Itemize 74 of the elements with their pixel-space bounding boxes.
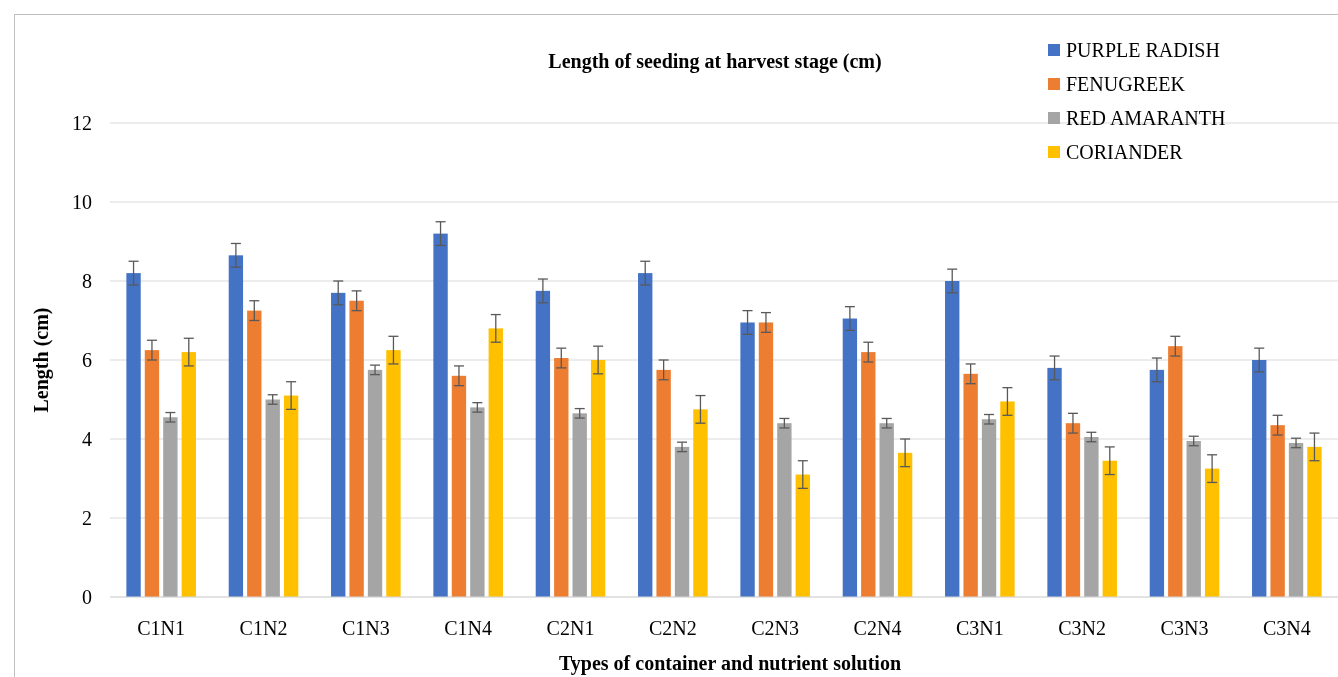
bar <box>656 369 671 597</box>
bar <box>740 322 755 597</box>
bar <box>1047 367 1062 597</box>
bar <box>1102 460 1117 597</box>
bar <box>1065 423 1081 597</box>
bar <box>777 423 792 597</box>
y-tick-label: 0 <box>82 586 92 608</box>
bar <box>638 273 653 597</box>
bar <box>181 352 196 597</box>
bar <box>945 281 960 597</box>
bar <box>842 318 858 597</box>
bar <box>554 358 569 597</box>
bar <box>1000 401 1015 597</box>
x-tick-label: C3N2 <box>1058 617 1107 639</box>
bar <box>590 360 606 597</box>
bar <box>795 474 810 597</box>
bar <box>879 423 894 597</box>
bar <box>1204 468 1220 597</box>
x-tick-label: C3N3 <box>1160 617 1209 639</box>
bar <box>1270 425 1285 597</box>
bar <box>1307 446 1322 597</box>
bar <box>331 292 346 597</box>
bar <box>349 300 364 597</box>
y-axis-title: Length (cm) <box>30 307 53 413</box>
bar <box>1084 437 1099 597</box>
bar <box>470 407 485 597</box>
bar <box>1149 369 1165 597</box>
bar <box>488 328 503 597</box>
bar <box>386 350 401 597</box>
x-tick-label: C2N1 <box>546 617 595 639</box>
bar <box>861 352 876 597</box>
legend-label: CORIANDER <box>1066 141 1184 163</box>
bar <box>1288 442 1304 597</box>
x-tick-label: C2N2 <box>648 617 697 639</box>
x-tick-label: C3N1 <box>955 617 1004 639</box>
x-tick-label: C3N4 <box>1262 617 1311 639</box>
bar <box>163 417 178 597</box>
x-tick-label: C1N4 <box>444 617 493 639</box>
bar <box>367 369 383 597</box>
y-tick-label: 4 <box>82 428 92 450</box>
legend-label: FENUGREEK <box>1066 73 1186 95</box>
bar <box>283 395 299 597</box>
x-tick-label: C1N3 <box>341 617 390 639</box>
bar <box>981 419 997 597</box>
y-tick-label: 8 <box>82 270 92 292</box>
bar <box>897 452 913 597</box>
x-tick-label: C2N3 <box>751 617 800 639</box>
chart-title: Length of seeding at harvest stage (cm) <box>548 50 882 73</box>
legend-label: RED AMARANTH <box>1066 107 1226 129</box>
bar <box>1186 440 1201 597</box>
y-tick-label: 2 <box>82 507 92 529</box>
bar <box>1168 346 1183 597</box>
bar <box>572 413 587 597</box>
x-axis-title: Types of container and nutrient solution <box>558 652 902 675</box>
x-tick-label: C2N4 <box>853 617 902 639</box>
x-tick-label: C1N2 <box>239 617 288 639</box>
bar <box>144 350 160 597</box>
bar <box>451 375 467 597</box>
bar <box>758 322 774 597</box>
bar <box>963 373 978 597</box>
bar <box>535 290 551 597</box>
legend-label: PURPLE RADISH <box>1066 39 1220 61</box>
bar <box>247 310 262 597</box>
bar <box>126 273 141 597</box>
bar <box>674 446 690 597</box>
bar <box>228 255 244 597</box>
y-tick-label: 6 <box>82 349 92 371</box>
x-tick-label: C1N1 <box>137 617 186 639</box>
bar <box>433 233 448 597</box>
bar <box>693 409 708 597</box>
y-tick-label: 12 <box>72 112 92 134</box>
bar <box>1252 360 1267 597</box>
y-tick-label: 10 <box>72 191 92 213</box>
bar <box>265 399 280 597</box>
